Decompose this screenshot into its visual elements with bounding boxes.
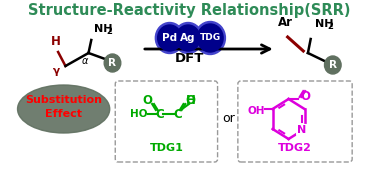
- Text: TDG: TDG: [200, 34, 221, 43]
- Text: α: α: [82, 56, 88, 66]
- Text: Ar: Ar: [278, 16, 293, 29]
- Circle shape: [155, 23, 184, 54]
- Text: NH: NH: [94, 24, 113, 34]
- Text: R: R: [108, 58, 116, 68]
- Text: TDG1: TDG1: [149, 143, 183, 153]
- Circle shape: [104, 54, 121, 72]
- Text: C: C: [155, 108, 164, 121]
- Text: H: H: [186, 95, 196, 108]
- Text: γ: γ: [53, 66, 60, 76]
- Text: R: R: [329, 60, 337, 70]
- Circle shape: [174, 23, 202, 54]
- Text: TDG2: TDG2: [278, 143, 312, 153]
- Text: Pd: Pd: [162, 33, 177, 43]
- Text: DFT: DFT: [175, 52, 204, 65]
- Text: Structure-Reactivity Relationship(SRR): Structure-Reactivity Relationship(SRR): [28, 3, 350, 18]
- Circle shape: [197, 24, 223, 52]
- Text: O: O: [186, 95, 196, 108]
- Text: H: H: [51, 35, 61, 48]
- Circle shape: [176, 25, 200, 51]
- Text: or: or: [222, 113, 235, 126]
- Circle shape: [158, 25, 181, 51]
- Text: 2: 2: [327, 22, 333, 31]
- Circle shape: [195, 22, 225, 55]
- Text: C: C: [174, 108, 182, 121]
- Text: NH: NH: [315, 19, 334, 29]
- Text: HO: HO: [130, 109, 147, 119]
- Text: Ag: Ag: [180, 33, 196, 43]
- Circle shape: [324, 56, 341, 74]
- Text: 2: 2: [106, 27, 112, 36]
- Text: N: N: [297, 125, 307, 135]
- Text: OH: OH: [247, 106, 265, 116]
- Text: O: O: [143, 95, 152, 108]
- Text: Substitution
Effect: Substitution Effect: [25, 95, 102, 119]
- Text: O: O: [300, 89, 310, 102]
- Ellipse shape: [17, 85, 110, 133]
